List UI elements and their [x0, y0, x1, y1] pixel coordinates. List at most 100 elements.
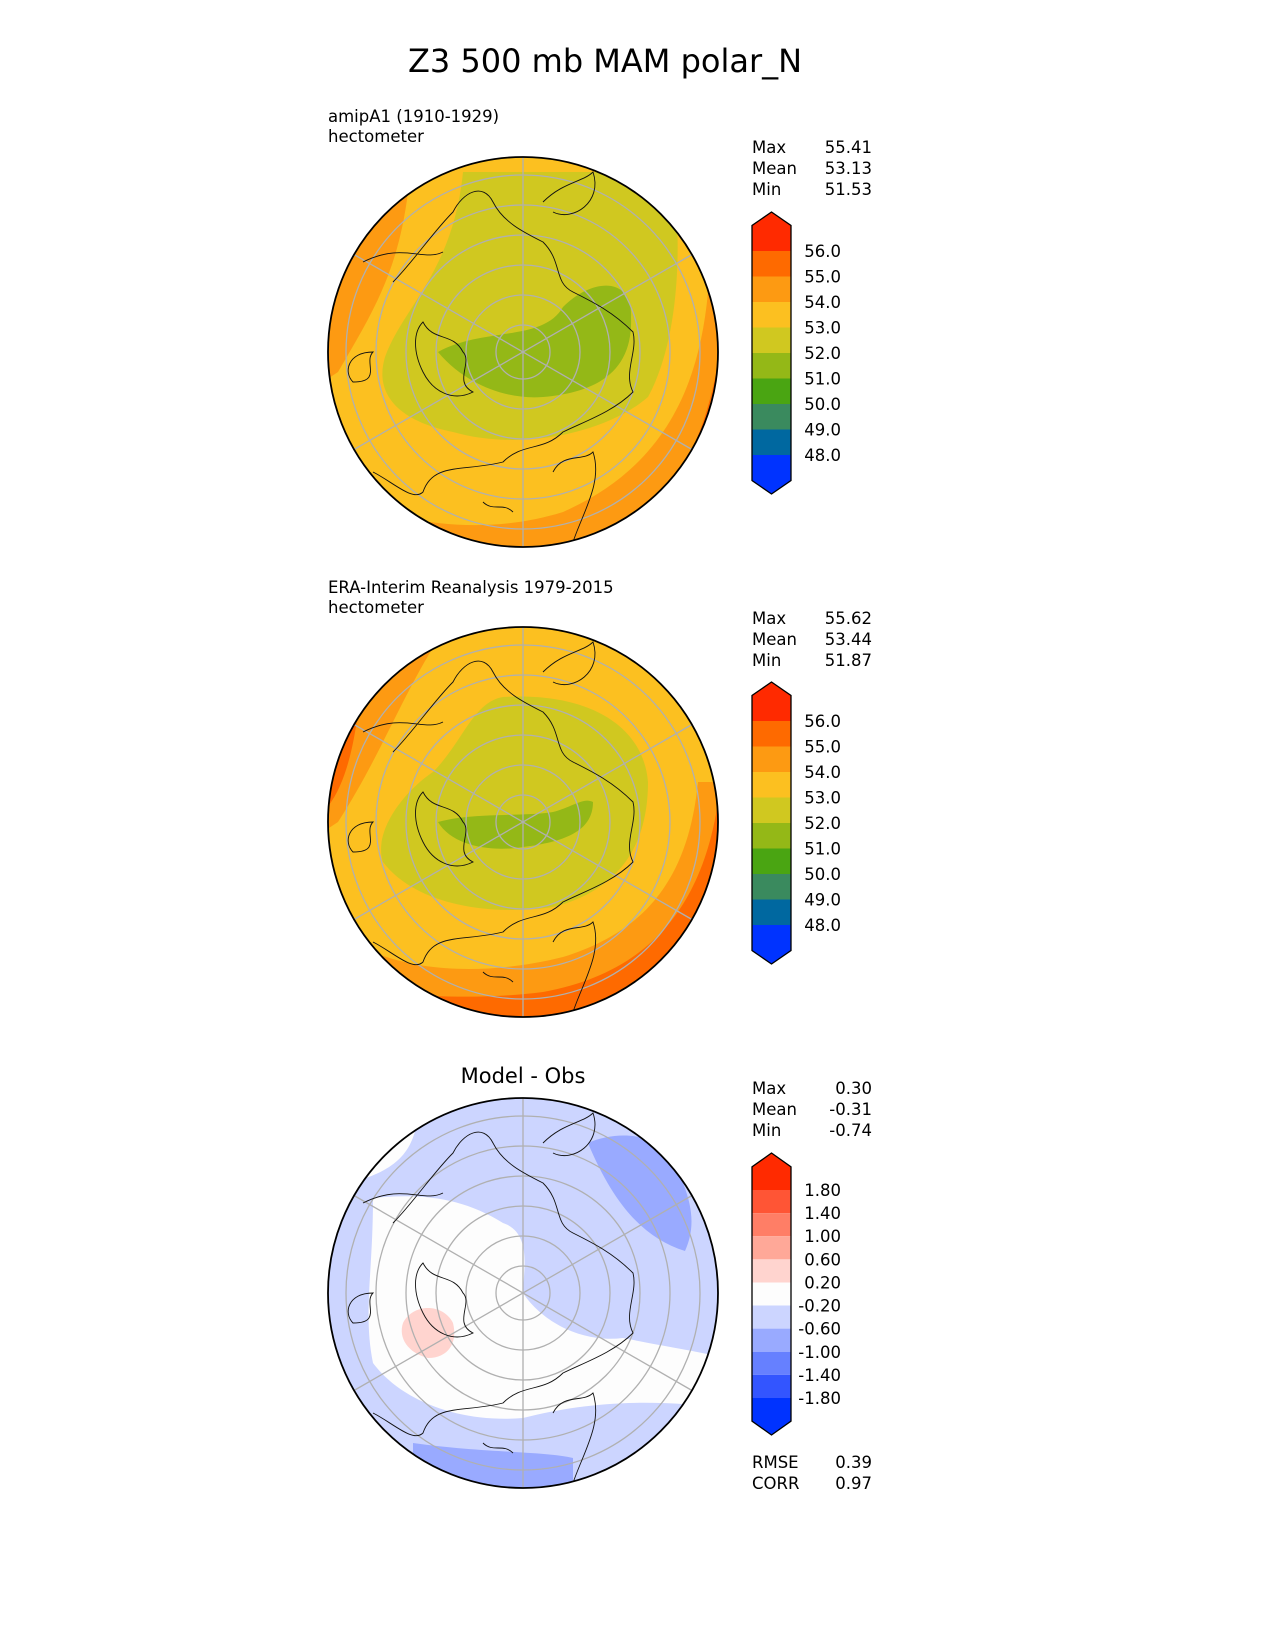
panel-2-stats: Max 55.62 Mean 53.44 Min 51.87 — [752, 608, 872, 671]
min-value: 51.53 — [824, 180, 872, 199]
colorbar-outline — [751, 681, 792, 965]
colorbar-tick-label: 55.0 — [804, 268, 841, 287]
colorbar-bin — [752, 429, 791, 455]
map-boundary — [327, 156, 719, 548]
colorbar-tick-label: -1.40 — [798, 1366, 841, 1385]
colorbar-bin — [752, 1213, 791, 1237]
panel-2-title: ERA-Interim Reanalysis 1979-2015 hectome… — [328, 578, 614, 618]
mean-value: -0.31 — [829, 1100, 872, 1119]
contour-51-52 — [438, 285, 632, 398]
min-value: -0.74 — [829, 1121, 872, 1140]
colorbar-bin — [752, 1328, 791, 1352]
colorbar-bin — [752, 1236, 791, 1260]
panel-2-units: hectometer — [328, 598, 424, 617]
colorbar-bin — [752, 772, 791, 798]
max-label: Max — [752, 1079, 787, 1098]
max-value: 0.30 — [835, 1079, 872, 1098]
panel-2-ref-name: ERA-Interim Reanalysis 1979-2015 — [328, 578, 614, 597]
map-panel-2 — [327, 626, 719, 1018]
colorbar-outline — [751, 1152, 792, 1436]
colorbar-panel-2: 56.0 55.0 54.0 53.0 52.0 51.0 50.0 49.0 48.0 — [751, 681, 841, 965]
colorbar-bin — [752, 925, 791, 964]
min-label: Min — [752, 1121, 782, 1140]
colorbar-bin — [752, 404, 791, 430]
min-label: Min — [752, 180, 782, 199]
colorbar-bin — [752, 378, 791, 404]
colorbar-panel-1: 56.0 55.0 54.0 53.0 52.0 51.0 50.0 49.0 48.0 — [751, 211, 841, 495]
colorbar-bin — [752, 1398, 791, 1435]
contour-52-53 — [381, 696, 648, 910]
panel-3-title: Model - Obs — [460, 1064, 586, 1088]
contour-55-56-south — [328, 802, 718, 1017]
colorbar-tick-label: 51.0 — [804, 840, 841, 859]
colorbar-tick-label: 50.0 — [804, 395, 841, 414]
min-value: 51.87 — [824, 651, 872, 670]
colorbar-tick-label: 54.0 — [804, 763, 841, 782]
colorbar-panel-3: 1.80 1.40 1.00 0.60 0.20 -0.20 -0.60 -1.00 -1.40… — [751, 1152, 841, 1436]
contour-54-55-south — [328, 782, 718, 1017]
colorbar-tick-label: 0.60 — [804, 1250, 841, 1269]
colorbar-bin — [752, 899, 791, 925]
colorbar-tick-label: -0.20 — [798, 1297, 841, 1316]
colorbar-bin — [752, 1305, 791, 1329]
colorbar-bin — [752, 1374, 791, 1398]
map-panel-1 — [327, 156, 719, 548]
mean-label: Mean — [752, 159, 797, 178]
colorbar-bin — [752, 251, 791, 277]
contour-white-band — [368, 1196, 718, 1419]
rmse-value: 0.39 — [835, 1453, 872, 1472]
colorbar-tick-label: -1.80 — [798, 1389, 841, 1408]
contour-51-52 — [438, 800, 593, 849]
contour-neg1.0-neg0.6-ne — [588, 1135, 692, 1251]
colorbar-bin — [752, 1190, 791, 1214]
colorbar-tick-label: -0.60 — [798, 1320, 841, 1339]
colorbar-tick-label: 56.0 — [804, 242, 841, 261]
rmse-label: RMSE — [752, 1453, 799, 1472]
colorbar-tick-label: 56.0 — [804, 712, 841, 731]
colorbar-bin — [752, 302, 791, 328]
panel-1-model-name: amipA1 (1910-1929) — [328, 107, 500, 126]
colorbar-bin — [752, 212, 791, 251]
panel-1-units: hectometer — [328, 127, 424, 146]
max-value: 55.41 — [824, 138, 872, 157]
colorbar-tick-label: 54.0 — [804, 293, 841, 312]
mean-value: 53.13 — [824, 159, 872, 178]
colorbar-tick-label: 52.0 — [804, 814, 841, 833]
colorbar-bin — [752, 1259, 791, 1283]
colorbar-bin — [752, 797, 791, 823]
mean-value: 53.44 — [824, 630, 872, 649]
min-label: Min — [752, 651, 782, 670]
mean-label: Mean — [752, 1100, 797, 1119]
panel-3-metrics: RMSE 0.39 CORR 0.97 — [752, 1452, 872, 1494]
colorbar-tick-label: 53.0 — [804, 319, 841, 338]
colorbar-bin — [752, 1351, 791, 1375]
colorbar-bin — [752, 276, 791, 302]
colorbar-tick-label: 49.0 — [804, 891, 841, 910]
colorbar-bin — [752, 353, 791, 379]
figure-title: Z3 500 mb MAM polar_N — [407, 42, 803, 80]
colorbar-bin — [752, 874, 791, 900]
colorbar-tick-label: 49.0 — [804, 421, 841, 440]
colorbar-bin — [752, 1153, 791, 1190]
colorbar-tick-label: 0.20 — [804, 1273, 841, 1292]
colorbar-bin — [752, 1282, 791, 1306]
colorbar-tick-label: -1.00 — [798, 1343, 841, 1362]
colorbar-tick-label: 53.0 — [804, 789, 841, 808]
panel-1-stats: Max 55.41 Mean 53.13 Min 51.53 — [752, 137, 872, 200]
colorbar-bin — [752, 746, 791, 772]
colorbar-tick-label: 48.0 — [804, 916, 841, 935]
contour-54-55-south — [328, 292, 718, 547]
colorbar-bin — [752, 455, 791, 494]
corr-value: 0.97 — [835, 1474, 872, 1493]
colorbar-bin — [752, 848, 791, 874]
colorbar-bin — [752, 721, 791, 747]
panel-1-title: amipA1 (1910-1929) hectometer — [328, 107, 499, 147]
colorbar-tick-label: 51.0 — [804, 370, 841, 389]
corr-label: CORR — [752, 1474, 800, 1493]
max-label: Max — [752, 609, 787, 628]
colorbar-bin — [752, 823, 791, 849]
colorbar-tick-label: 1.40 — [804, 1204, 841, 1223]
colorbar-outline — [751, 211, 792, 495]
colorbar-tick-label: 52.0 — [804, 344, 841, 363]
